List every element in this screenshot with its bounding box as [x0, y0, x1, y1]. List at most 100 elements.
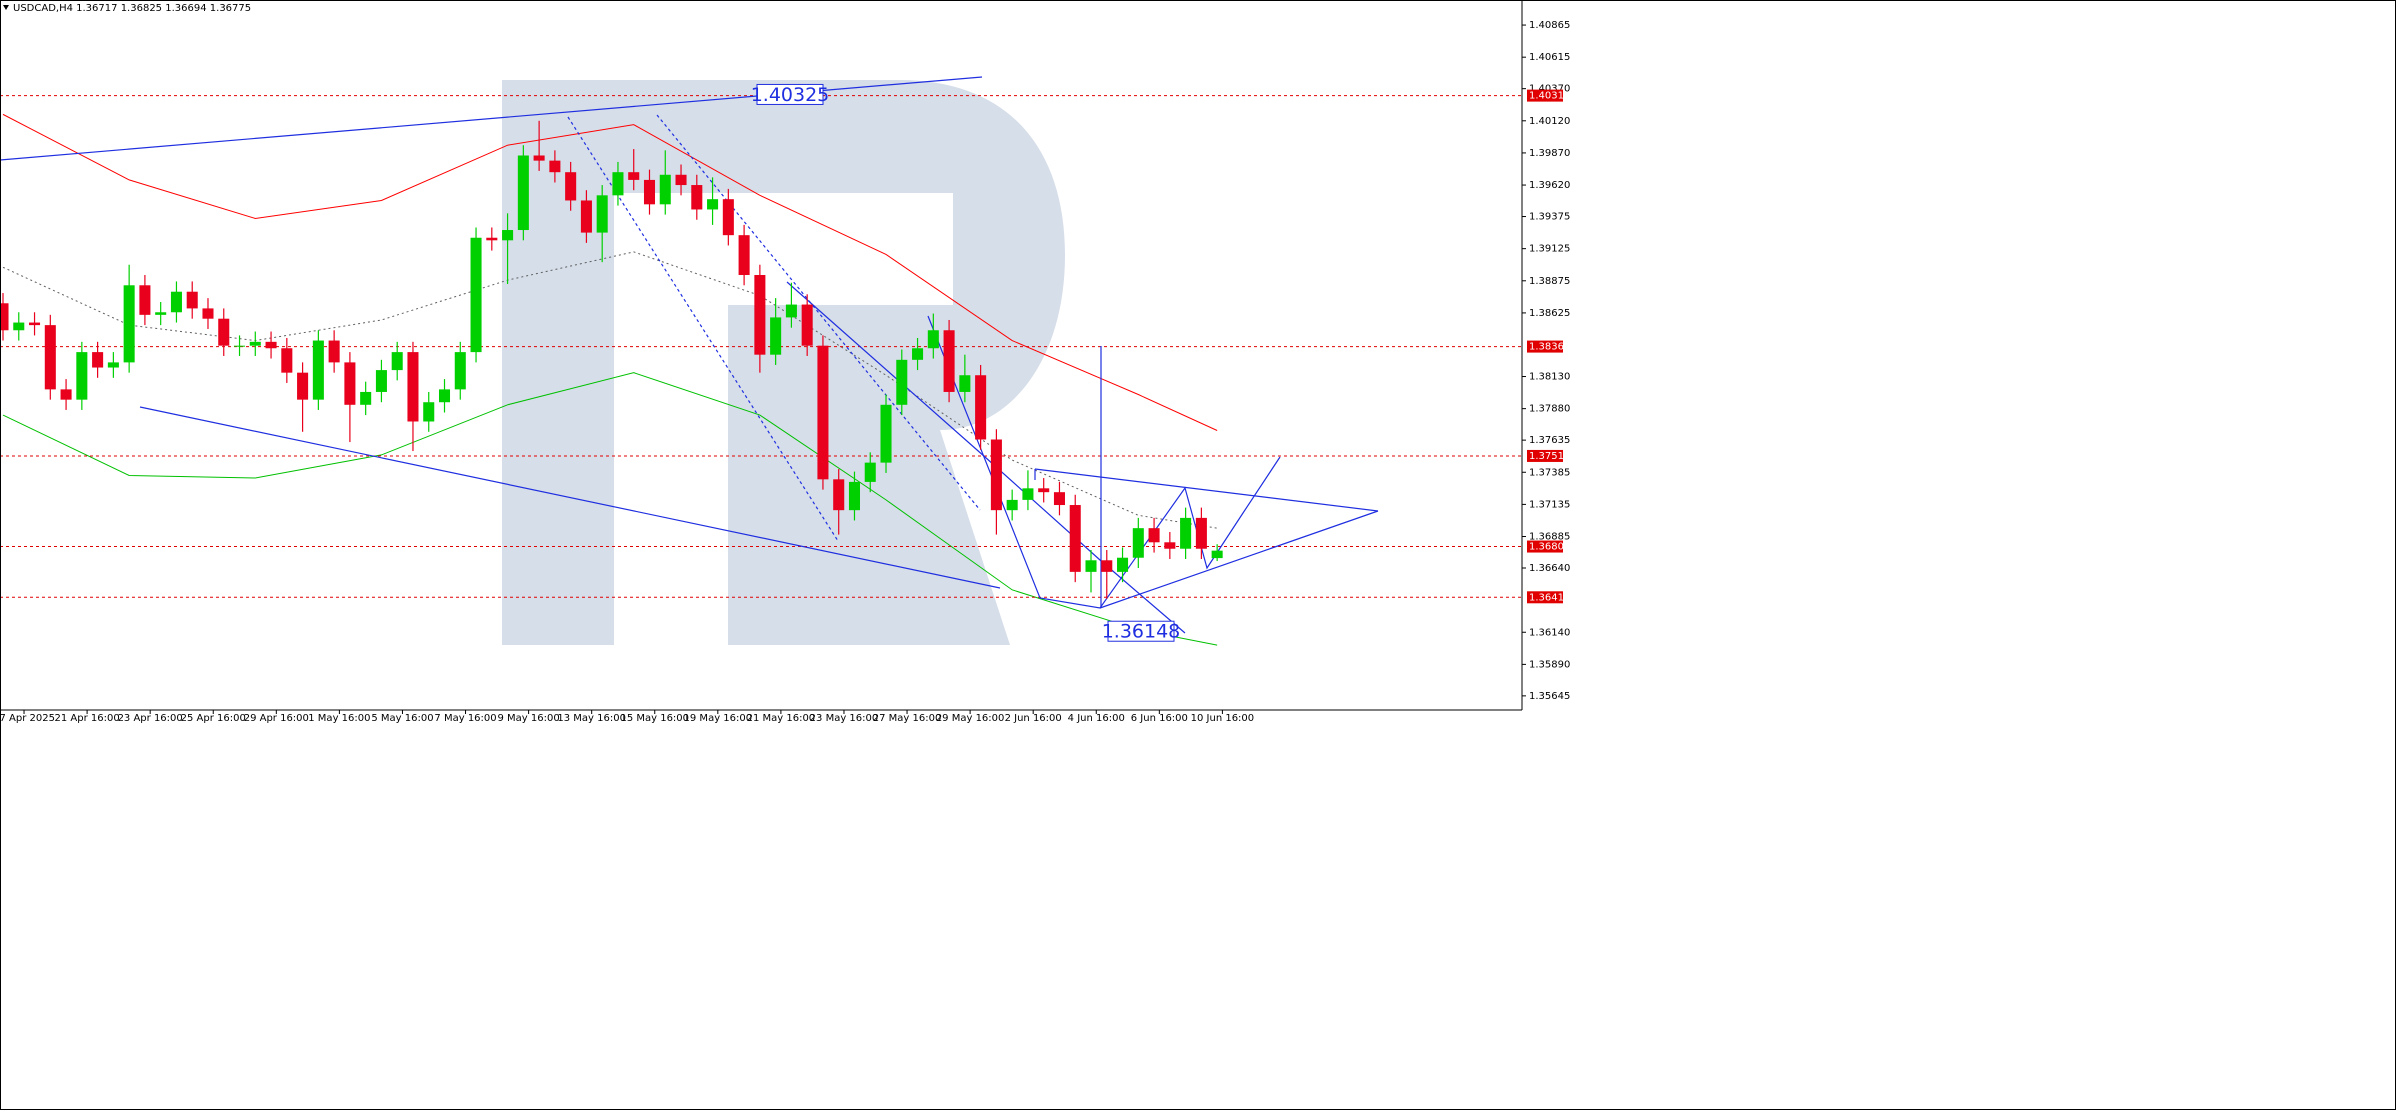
candle-body: [155, 312, 167, 315]
candle-body: [328, 340, 340, 363]
candle-body: [438, 389, 451, 403]
header-close: 1.36775: [210, 3, 251, 14]
candle-body: [880, 404, 892, 463]
candle-body: [1117, 557, 1129, 572]
candle-body: [92, 352, 104, 368]
x-tick-label: 25 Apr 16:00: [181, 713, 246, 724]
y-tick-label: 1.38875: [1529, 276, 1570, 287]
y-tick-label: 1.40615: [1529, 52, 1570, 63]
header-high: 1.36825: [121, 3, 162, 14]
x-tick-label: 2 Jun 16:00: [1005, 713, 1062, 724]
logo-bowl: [614, 80, 1065, 645]
candle-body: [486, 237, 498, 241]
candle-body: [927, 330, 939, 349]
candle-body: [912, 348, 924, 360]
x-tick-label: 9 May 16:00: [497, 713, 559, 724]
candle-body: [1211, 550, 1223, 559]
candle-body: [1148, 528, 1160, 543]
x-tick-label: 21 May 16:00: [747, 713, 816, 724]
symbol: USDCAD,H4: [13, 3, 73, 14]
candle-body: [139, 285, 151, 315]
y-tick-label: 1.35645: [1529, 691, 1570, 702]
level-label-box: [1527, 540, 1563, 553]
candle-body: [470, 237, 482, 353]
x-tick-label: 7 May 16:00: [434, 713, 496, 724]
candle-body: [565, 172, 577, 201]
level-label-box: [1527, 591, 1563, 604]
y-tick-label: 1.40370: [1529, 84, 1570, 95]
x-tick-label: 5 May 16:00: [371, 713, 433, 724]
candle-body: [864, 462, 876, 482]
candle-body: [959, 375, 971, 392]
analysis-drawings: [0, 76, 1379, 634]
level-label-box: [1527, 89, 1563, 102]
indicator-layer: [2, 113, 1218, 646]
watermark-logo: [502, 80, 1065, 645]
header-arrow: [3, 5, 9, 10]
candle-body: [60, 389, 72, 400]
y-tick-label: 1.39870: [1529, 148, 1570, 159]
candle-body: [896, 359, 908, 405]
candle-body: [975, 375, 987, 440]
trend-line: [139, 406, 1001, 589]
candle-body: [297, 372, 309, 400]
candle-body: [360, 391, 372, 405]
x-tick-label: 21 Apr 16:00: [54, 713, 119, 724]
triangle-line: [1099, 510, 1379, 609]
candle-body: [13, 322, 25, 331]
target-box: [1107, 620, 1175, 642]
candle-body: [817, 345, 829, 480]
candle-body: [44, 325, 56, 390]
candle-body: [29, 322, 41, 326]
candle-body: [517, 155, 529, 231]
candle-body: [281, 348, 293, 373]
candle-body: [643, 179, 656, 205]
candle-body: [1101, 560, 1113, 572]
candle-body: [1069, 505, 1081, 572]
candle-body: [533, 155, 545, 161]
candle-body: [502, 230, 514, 241]
candle-body: [407, 352, 419, 422]
candle-body: [675, 174, 687, 186]
y-tick-label: 1.39375: [1529, 212, 1570, 223]
wave-line: [927, 315, 1281, 609]
y-tick-label: 1.40865: [1529, 20, 1570, 31]
candle-body: [1038, 488, 1050, 493]
wave-line: [786, 281, 1186, 634]
candle-body: [249, 341, 261, 346]
x-tick-label: 29 May 16:00: [936, 713, 1005, 724]
indicator-line: [2, 113, 1218, 431]
y-tick-label: 1.37385: [1529, 467, 1570, 478]
candle-body: [454, 352, 466, 390]
target-box: [756, 83, 824, 105]
level-layer: [0, 95, 1522, 598]
candle-body: [186, 291, 198, 309]
x-tick-label: 19 May 16:00: [684, 713, 753, 724]
candle-body: [785, 304, 797, 318]
candle-body: [0, 303, 9, 331]
candle-body: [580, 200, 592, 233]
candle-body: [848, 481, 860, 511]
candle-body: [76, 352, 88, 400]
target-label: 1.36148: [1102, 621, 1181, 643]
candle-body: [770, 317, 782, 355]
x-tick-label: 10 Jun 16:00: [1191, 713, 1255, 724]
candle-body: [612, 172, 624, 196]
candle-body: [170, 291, 182, 313]
candle-body: [596, 195, 608, 233]
candle-body: [1022, 488, 1034, 500]
x-tick-label: 15 May 16:00: [620, 713, 689, 724]
candle-body: [707, 199, 719, 210]
candle-body: [1006, 499, 1018, 511]
candle-body: [218, 318, 230, 346]
header-open: 1.36717: [76, 3, 117, 14]
candle-body: [659, 174, 671, 205]
y-tick-label: 1.39125: [1529, 244, 1570, 255]
candle-body: [234, 345, 246, 347]
candle-body: [107, 362, 119, 368]
candle-body: [754, 275, 766, 355]
